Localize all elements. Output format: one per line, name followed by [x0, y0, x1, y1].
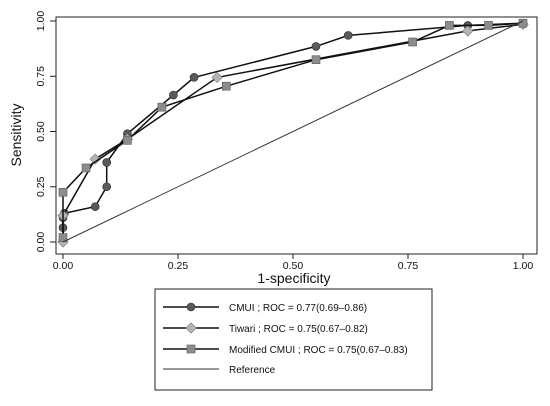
- legend-marker: [185, 322, 197, 334]
- y-tick-label: 0.00: [35, 232, 47, 253]
- y-tick-label: 0.25: [35, 176, 47, 197]
- data-point: [169, 90, 178, 100]
- legend-label: CMUI ; ROC = 0.77(0.69–0.86): [229, 303, 367, 314]
- x-tick-label: 0.00: [53, 260, 74, 272]
- y-tick-label: 0.75: [35, 66, 47, 87]
- legend-box: [154, 288, 433, 391]
- data-point: [222, 81, 231, 91]
- series-3: [62, 20, 524, 243]
- data-point: [211, 71, 223, 83]
- data-point: [90, 202, 100, 211]
- data-point: [445, 21, 454, 30]
- data-point: [102, 182, 111, 192]
- x-tick-label: 0.50: [283, 260, 304, 272]
- x-tick-label: 0.75: [398, 260, 419, 272]
- data-point: [102, 158, 111, 167]
- data-point: [58, 187, 68, 197]
- series-line: [62, 20, 524, 243]
- data-point: [311, 42, 321, 51]
- series-layer: [57, 18, 529, 248]
- y-tick-label: 0.50: [35, 121, 47, 142]
- x-tick-label: 1.00: [513, 260, 534, 272]
- y-axis-label: Sensitivity: [8, 103, 24, 166]
- data-point: [89, 153, 101, 165]
- data-point: [189, 73, 199, 82]
- data-point: [343, 31, 353, 40]
- data-point: [311, 55, 321, 64]
- data-point: [408, 37, 417, 47]
- legend-label: Reference: [229, 365, 276, 376]
- series-2: [58, 18, 528, 242]
- x-tick-label: 0.25: [168, 260, 189, 272]
- plot-frame: [55, 16, 538, 255]
- data-point: [81, 163, 91, 173]
- x-axis-label: 1-specificity: [257, 270, 330, 286]
- legend-marker: [186, 344, 196, 354]
- legend-label: Modified CMUI ; ROC = 0.75(0.67–0.83): [229, 345, 408, 356]
- y-tick-label: 1.00: [35, 11, 47, 32]
- data-point: [462, 25, 474, 37]
- data-point: [484, 21, 493, 30]
- x-axis: 0.00 0.25 0.50 0.75 1.00: [53, 254, 534, 272]
- y-axis: 0.00 0.25 0.50 0.75 1.00: [35, 11, 56, 253]
- legend: CMUI ; ROC = 0.77(0.69–0.86) Tiwari ; ROC…: [163, 302, 408, 376]
- data-point: [157, 102, 167, 112]
- legend-label: Tiwari ; ROC = 0.75(0.67–0.82): [229, 324, 368, 335]
- data-point: [518, 18, 528, 28]
- legend-marker: [186, 302, 196, 312]
- data-point: [123, 136, 132, 145]
